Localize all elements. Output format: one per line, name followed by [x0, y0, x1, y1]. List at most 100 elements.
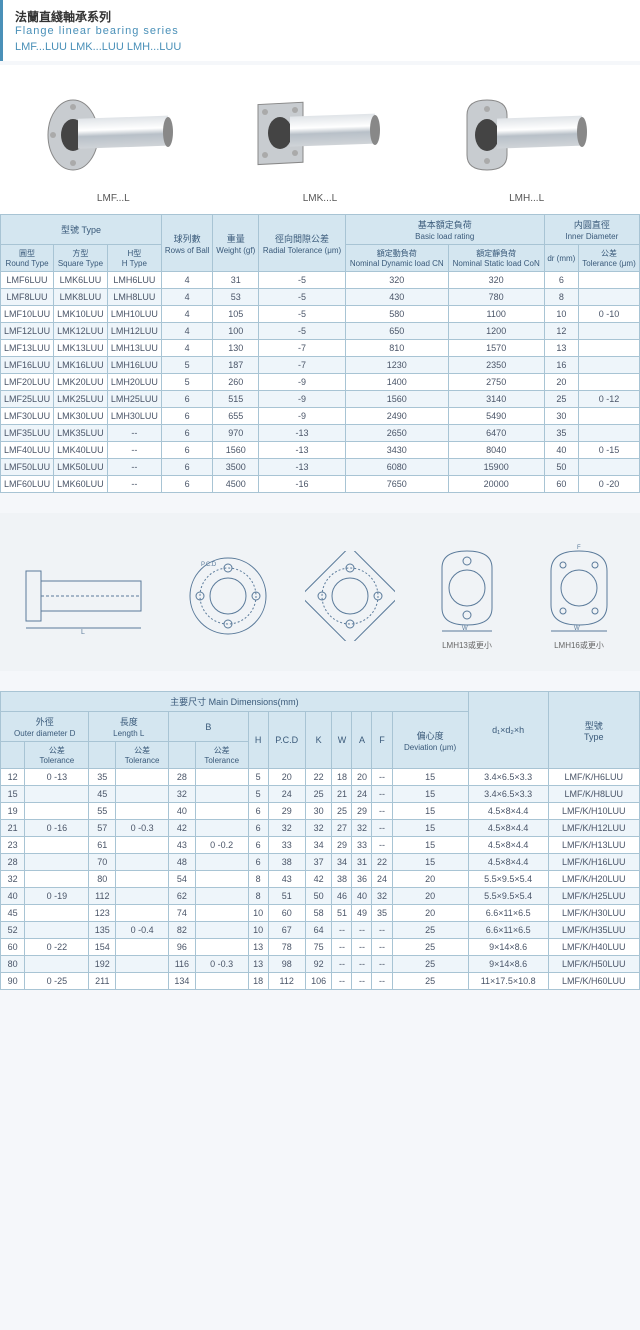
cell: 580 — [345, 306, 448, 323]
cell: -- — [372, 786, 392, 803]
cell: 4.5×8×4.4 — [468, 854, 548, 871]
cell — [116, 769, 169, 786]
cell: 15900 — [448, 459, 544, 476]
cell: 29 — [268, 803, 305, 820]
th-dtol: 公差Tolerance — [25, 742, 89, 769]
th-b: B — [169, 712, 249, 742]
cell: LMH13LUU — [107, 340, 161, 357]
cell: -13 — [259, 459, 346, 476]
cell: -- — [107, 476, 161, 493]
th-h: H — [248, 712, 268, 769]
cell: 32 — [352, 820, 372, 837]
cell: 4 — [161, 289, 212, 306]
cell: 30 — [544, 408, 578, 425]
cell: 43 — [169, 837, 196, 854]
cell: LMF10LUU — [1, 306, 54, 323]
cell: 13 — [544, 340, 578, 357]
th-bv — [169, 742, 196, 769]
product-lmf: LMF...L — [43, 85, 183, 204]
table-row: LMF8LUULMK8LUULMH8LUU453-54307808 — [1, 289, 640, 306]
cell: -- — [352, 973, 372, 990]
table-row: 4512374106058514935206.6×11×6.5LMF/K/H30… — [1, 905, 640, 922]
cell: LMF/K/H50LUU — [548, 956, 639, 973]
table-row: LMF60LUULMK60LUU--64500-16765020000600 -… — [1, 476, 640, 493]
cell: 25 — [305, 786, 332, 803]
cell: 35 — [544, 425, 578, 442]
cell: 75 — [305, 939, 332, 956]
cell: 67 — [268, 922, 305, 939]
th-a: A — [352, 712, 372, 769]
th-btol: 公差Tolerance — [195, 742, 248, 769]
product-label: LMF...L — [43, 193, 183, 204]
cell: 64 — [305, 922, 332, 939]
cell: 9×14×8.6 — [468, 956, 548, 973]
svg-text:W: W — [462, 626, 468, 632]
cell: -- — [352, 939, 372, 956]
cell: -- — [332, 973, 352, 990]
cell: LMK16LUU — [54, 357, 108, 374]
cell: 42 — [169, 820, 196, 837]
cell — [116, 939, 169, 956]
cell: LMK25LUU — [54, 391, 108, 408]
cell: 37 — [305, 854, 332, 871]
table-row: LMF40LUULMK40LUU--61560-1334308040400 -1… — [1, 442, 640, 459]
cell: LMF/K/H30LUU — [548, 905, 639, 922]
cell: -5 — [259, 272, 346, 289]
cell: -- — [107, 459, 161, 476]
cell: 31 — [213, 272, 259, 289]
cell: 6 — [161, 476, 212, 493]
cell: 6 — [248, 837, 268, 854]
cell: 4.5×8×4.4 — [468, 820, 548, 837]
cell: 0 -15 — [579, 442, 640, 459]
cell: 2350 — [448, 357, 544, 374]
table-row: 801921160 -0.3139892------259×14×8.6LMF/… — [1, 956, 640, 973]
cell: 53 — [213, 289, 259, 306]
cell: 187 — [213, 357, 259, 374]
cell: 32 — [169, 786, 196, 803]
cell: 1100 — [448, 306, 544, 323]
th-rows: 球列數Rows of Ball — [161, 215, 212, 272]
cell — [195, 939, 248, 956]
cell: -5 — [259, 306, 346, 323]
cell: 50 — [305, 888, 332, 905]
cell: 15 — [392, 769, 468, 786]
th-od: 外徑Outer diameter D — [1, 712, 89, 742]
cell: 62 — [169, 888, 196, 905]
cell: 22 — [372, 854, 392, 871]
cell: 25 — [332, 803, 352, 820]
cell: 28 — [1, 854, 25, 871]
cell — [25, 803, 89, 820]
side-view-icon: L — [21, 556, 151, 636]
cell: LMH16LUU — [107, 357, 161, 374]
cell: LMK12LUU — [54, 323, 108, 340]
cell — [116, 888, 169, 905]
cell: 8040 — [448, 442, 544, 459]
cell: 22 — [305, 769, 332, 786]
diagram-lmh16: W F LMH16或更小 — [539, 543, 619, 651]
th-type: 型號 Type — [1, 215, 162, 245]
cell: -- — [372, 820, 392, 837]
cell: LMF20LUU — [1, 374, 54, 391]
header-en: Flange linear bearing series — [15, 25, 628, 37]
th-ltol: 公差Tolerance — [116, 742, 169, 769]
cell: 52 — [1, 922, 25, 939]
cell: LMF50LUU — [1, 459, 54, 476]
table-row: 28704863837343122154.5×8×4.4LMF/K/H16LUU — [1, 854, 640, 871]
th-dyn: 額定動負荷Nominal Dynamic load CN — [345, 245, 448, 272]
cell: LMK10LUU — [54, 306, 108, 323]
oval-flange-icon-2: W F — [539, 543, 619, 633]
cell: 1200 — [448, 323, 544, 340]
cell: 20 — [392, 871, 468, 888]
cell: 46 — [332, 888, 352, 905]
cell — [579, 323, 640, 340]
cell: -5 — [259, 289, 346, 306]
cell: -- — [352, 956, 372, 973]
cell: 90 — [1, 973, 25, 990]
table-row: LMF6LUULMK6LUULMH6LUU431-53203206 — [1, 272, 640, 289]
cell — [25, 956, 89, 973]
cell: 515 — [213, 391, 259, 408]
table-row: 120 -133528520221820--153.4×6.5×3.3LMF/K… — [1, 769, 640, 786]
table-row: LMF35LUULMK35LUU--6970-132650647035 — [1, 425, 640, 442]
table-row: LMF12LUULMK12LUULMH12LUU4100-5650120012 — [1, 323, 640, 340]
cell: 0 -10 — [579, 306, 640, 323]
